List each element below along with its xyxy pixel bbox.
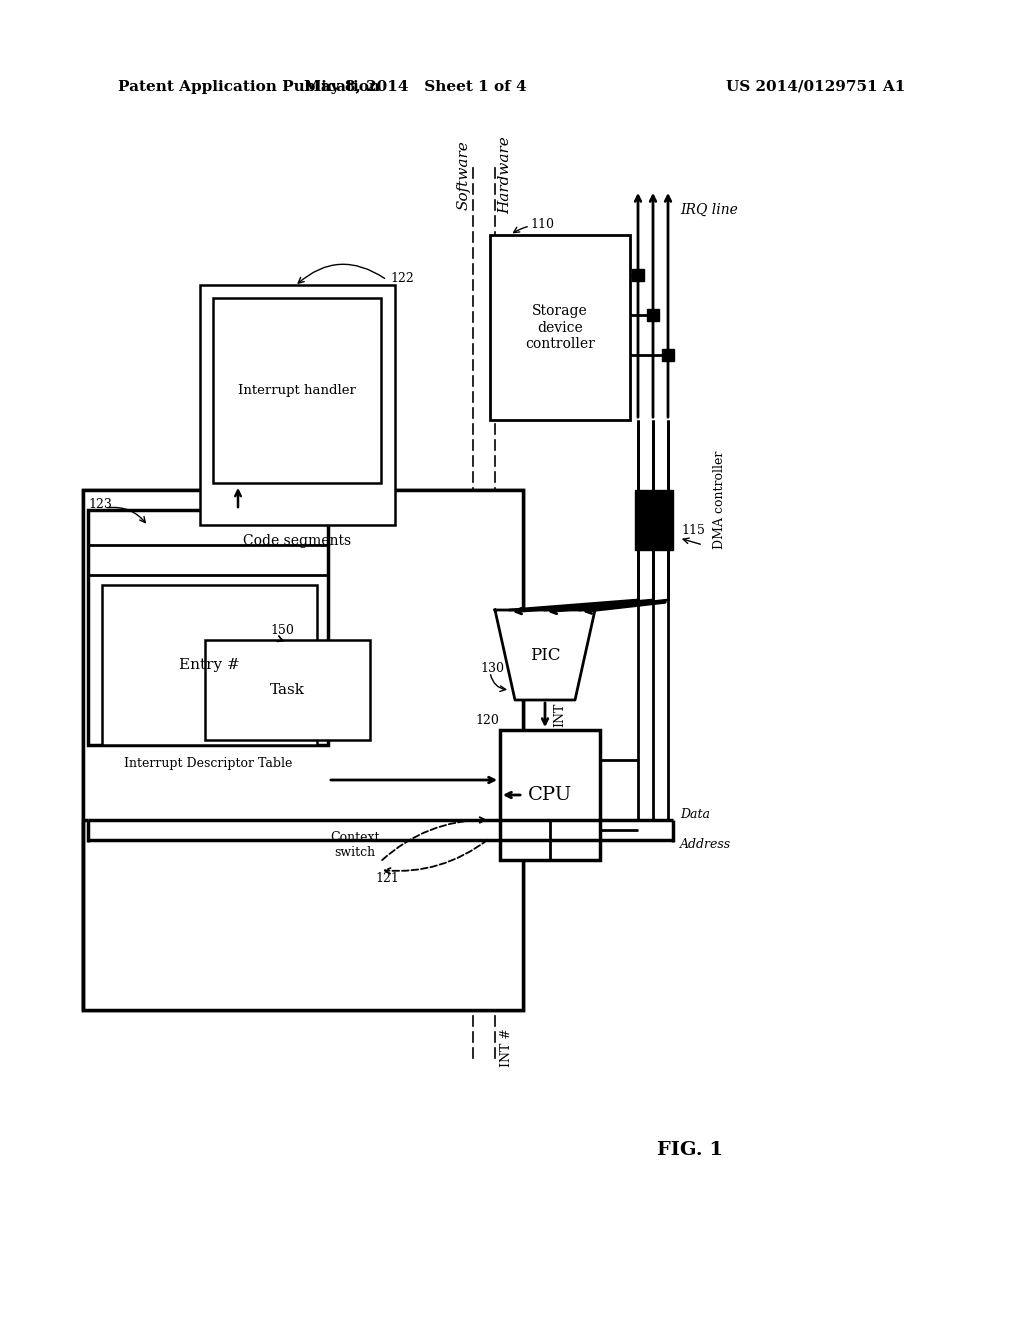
Bar <box>635 490 673 550</box>
Bar <box>662 348 674 360</box>
Text: DMA controller: DMA controller <box>713 451 726 549</box>
Bar <box>213 298 381 483</box>
Text: IRQ line: IRQ line <box>680 203 738 216</box>
Bar <box>500 730 600 861</box>
Text: 122: 122 <box>390 272 414 285</box>
Text: Interrupt handler: Interrupt handler <box>238 384 356 397</box>
Text: Address: Address <box>680 838 731 851</box>
Bar <box>102 585 317 744</box>
Text: INT: INT <box>553 702 566 727</box>
Text: Software: Software <box>457 140 471 210</box>
Polygon shape <box>495 610 595 700</box>
Bar <box>205 640 370 741</box>
Text: 110: 110 <box>530 219 554 231</box>
Text: Task: Task <box>270 682 305 697</box>
Text: CPU: CPU <box>528 785 572 804</box>
Bar <box>88 510 328 744</box>
Text: PIC: PIC <box>529 647 560 664</box>
Text: 123: 123 <box>88 498 112 511</box>
Text: Interrupt Descriptor Table: Interrupt Descriptor Table <box>124 756 292 770</box>
Bar <box>632 269 644 281</box>
Text: 115: 115 <box>681 524 705 536</box>
Text: May 8, 2014   Sheet 1 of 4: May 8, 2014 Sheet 1 of 4 <box>304 81 526 94</box>
Text: Patent Application Publication: Patent Application Publication <box>118 81 380 94</box>
Bar <box>83 490 523 1010</box>
Bar <box>490 235 630 420</box>
Text: 150: 150 <box>270 624 294 638</box>
Text: 121: 121 <box>375 871 399 884</box>
Bar <box>647 309 659 321</box>
Text: Entry #: Entry # <box>179 657 240 672</box>
Text: Code segments: Code segments <box>244 535 351 548</box>
Text: Storage
device
controller: Storage device controller <box>525 305 595 351</box>
Text: Context
switch: Context switch <box>331 832 380 859</box>
Text: 120: 120 <box>475 714 499 726</box>
Text: INT #: INT # <box>500 1028 513 1068</box>
Text: Data: Data <box>680 808 710 821</box>
Text: US 2014/0129751 A1: US 2014/0129751 A1 <box>726 81 905 94</box>
Text: Hardware: Hardware <box>498 136 512 214</box>
Text: FIG. 1: FIG. 1 <box>657 1140 723 1159</box>
Bar <box>83 490 523 1010</box>
Text: 130: 130 <box>480 661 504 675</box>
Bar <box>200 285 395 525</box>
